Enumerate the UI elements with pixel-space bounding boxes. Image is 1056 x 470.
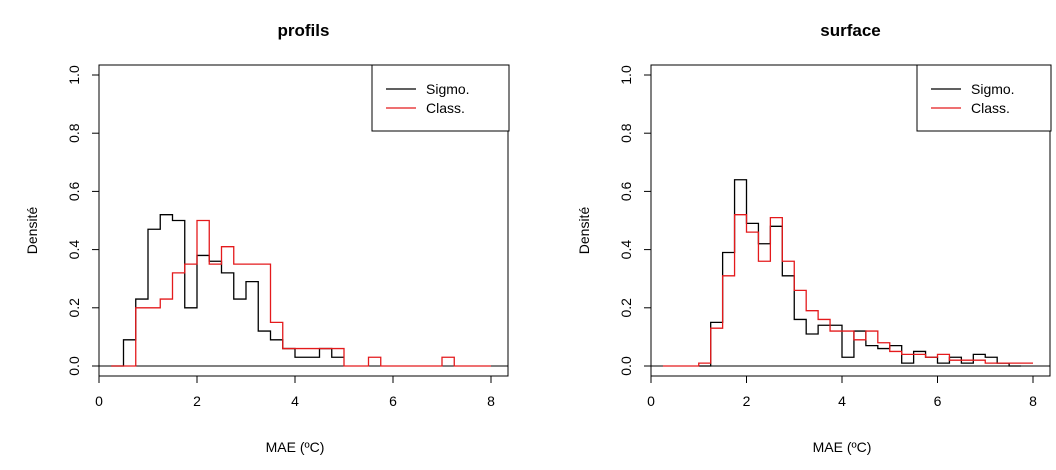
legend-label: Class.	[971, 100, 1010, 116]
y-tick-label: 0.4	[66, 240, 82, 260]
chart-title: profils	[278, 21, 330, 40]
series-line-Class.	[662, 214, 1033, 367]
x-tick-label: 8	[1029, 393, 1037, 409]
x-axis-label: MAE (ºC)	[266, 439, 325, 455]
chart-title: surface	[820, 21, 880, 40]
x-axis-label: MAE (ºC)	[813, 439, 872, 455]
legend-box	[916, 64, 1052, 132]
legend-label: Class.	[426, 100, 465, 116]
y-tick-label: 1.0	[66, 65, 82, 85]
y-axis-label: Densité	[576, 207, 592, 255]
y-tick-label: 0.8	[66, 123, 82, 143]
legend-box	[371, 64, 510, 132]
x-tick-label: 6	[934, 393, 942, 409]
y-axis-label: Densité	[24, 207, 40, 255]
x-tick-label: 6	[389, 393, 397, 409]
y-tick-label: 0.4	[618, 240, 634, 260]
x-tick-label: 4	[838, 393, 846, 409]
y-tick-label: 0.0	[618, 356, 634, 376]
legend-label: Sigmo.	[426, 81, 470, 97]
series-line-Class.	[111, 219, 491, 367]
chart-panel-profils: profils 0.0 0.2 0.4 0.6 0.8 1.0 0 2 4 6 8 MAE (ºC) De…	[24, 21, 510, 455]
legend: Sigmo. Class.	[371, 64, 510, 132]
x-tick-label: 2	[743, 393, 751, 409]
y-tick-label: 0.6	[66, 181, 82, 201]
y-tick-label: 0.2	[618, 298, 634, 318]
y-tick-label: 0.8	[618, 123, 634, 143]
y-tick-label: 0.6	[618, 181, 634, 201]
x-tick-label: 0	[647, 393, 655, 409]
legend-label: Sigmo.	[971, 81, 1015, 97]
y-tick-label: 1.0	[618, 65, 634, 85]
x-tick-label: 0	[95, 393, 103, 409]
y-tick-label: 0.0	[66, 356, 82, 376]
legend: Sigmo. Class.	[916, 64, 1052, 132]
chart-panel-surface: surface 0.0 0.2 0.4 0.6 0.8 1.0 0 2 4 6 8 MAE (ºC) De…	[576, 21, 1052, 455]
series-line-Sigmo.	[698, 179, 1022, 367]
x-tick-label: 2	[193, 393, 201, 409]
series-line-Sigmo.	[111, 214, 344, 367]
y-tick-label: 0.2	[66, 298, 82, 318]
x-tick-label: 8	[487, 393, 495, 409]
x-tick-label: 4	[291, 393, 299, 409]
